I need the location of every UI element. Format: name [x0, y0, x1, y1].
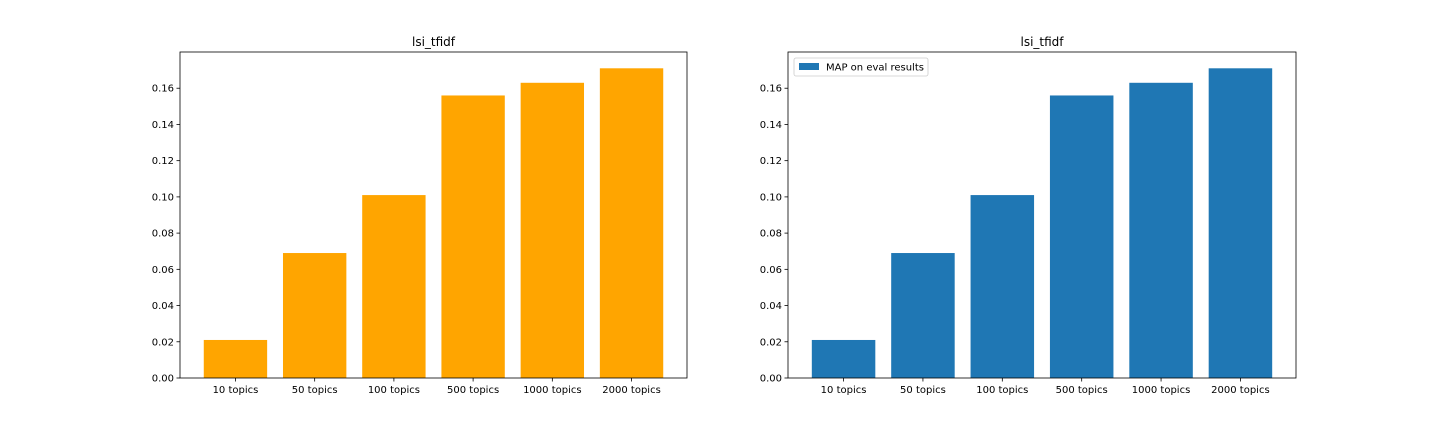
x-tick-label: 2000 topics	[1211, 385, 1270, 396]
legend: MAP on eval results	[793, 57, 929, 77]
bar	[970, 195, 1035, 378]
x-tick-label: 500 topics	[1056, 385, 1108, 396]
bar	[362, 195, 426, 378]
bar	[811, 339, 876, 378]
x-tick-label: 1000 topics	[523, 385, 582, 396]
x-tick-label: 500 topics	[447, 385, 499, 396]
x-tick-label: 1000 topics	[1132, 385, 1191, 396]
bar	[520, 82, 585, 379]
y-tick-label: 0.06	[760, 265, 782, 276]
y-tick-label: 0.14	[760, 120, 782, 131]
chart-right: lsi_tfidf 10 topics 50 topics 100 topics 500…	[760, 35, 1297, 396]
y-tick-label: 0.16	[760, 84, 782, 95]
legend-box	[793, 57, 929, 77]
y-tick-label: 0.00	[152, 374, 174, 385]
x-tick-label: 50 topics	[900, 385, 946, 396]
x-tick-label: 100 topics	[368, 385, 420, 396]
bar	[891, 253, 955, 378]
legend-swatch	[799, 63, 819, 70]
axes-frame	[787, 51, 1297, 379]
y-tick-label: 0.04	[152, 301, 174, 312]
x-tick-label: 10 topics	[213, 385, 259, 396]
bar	[599, 68, 664, 379]
chart-title: lsi_tfidf	[412, 35, 456, 49]
y-tick-label: 0.04	[760, 301, 782, 312]
y-tick-label: 0.00	[760, 374, 782, 385]
y-tick-label: 0.12	[152, 156, 174, 167]
bar	[1049, 95, 1114, 378]
y-tick-label: 0.16	[152, 84, 174, 95]
y-tick-label: 0.08	[152, 229, 174, 240]
y-tick-label: 0.08	[760, 229, 782, 240]
y-tick-label: 0.02	[152, 337, 174, 348]
bar	[1208, 68, 1273, 379]
axes-frame	[179, 51, 688, 379]
x-tick-label: 2000 topics	[602, 385, 661, 396]
x-tick-label: 10 topics	[821, 385, 867, 396]
y-tick-label: 0.12	[760, 156, 782, 167]
y-tick-label: 0.06	[152, 265, 174, 276]
legend-label: MAP on eval results	[826, 63, 924, 74]
x-tick-label: 50 topics	[292, 385, 338, 396]
bar	[282, 253, 347, 378]
x-tick-label: 100 topics	[976, 385, 1028, 396]
y-tick-label: 0.14	[152, 120, 174, 131]
bar	[1129, 82, 1193, 379]
y-tick-label: 0.02	[760, 337, 782, 348]
bar	[441, 95, 505, 378]
chart-title: lsi_tfidf	[1020, 35, 1064, 49]
chart-left: lsi_tfidf 10 topics 50 topics 100 topics 500…	[152, 35, 688, 396]
y-tick-label: 0.10	[760, 192, 782, 203]
y-tick-label: 0.10	[152, 192, 174, 203]
bar	[203, 339, 268, 378]
